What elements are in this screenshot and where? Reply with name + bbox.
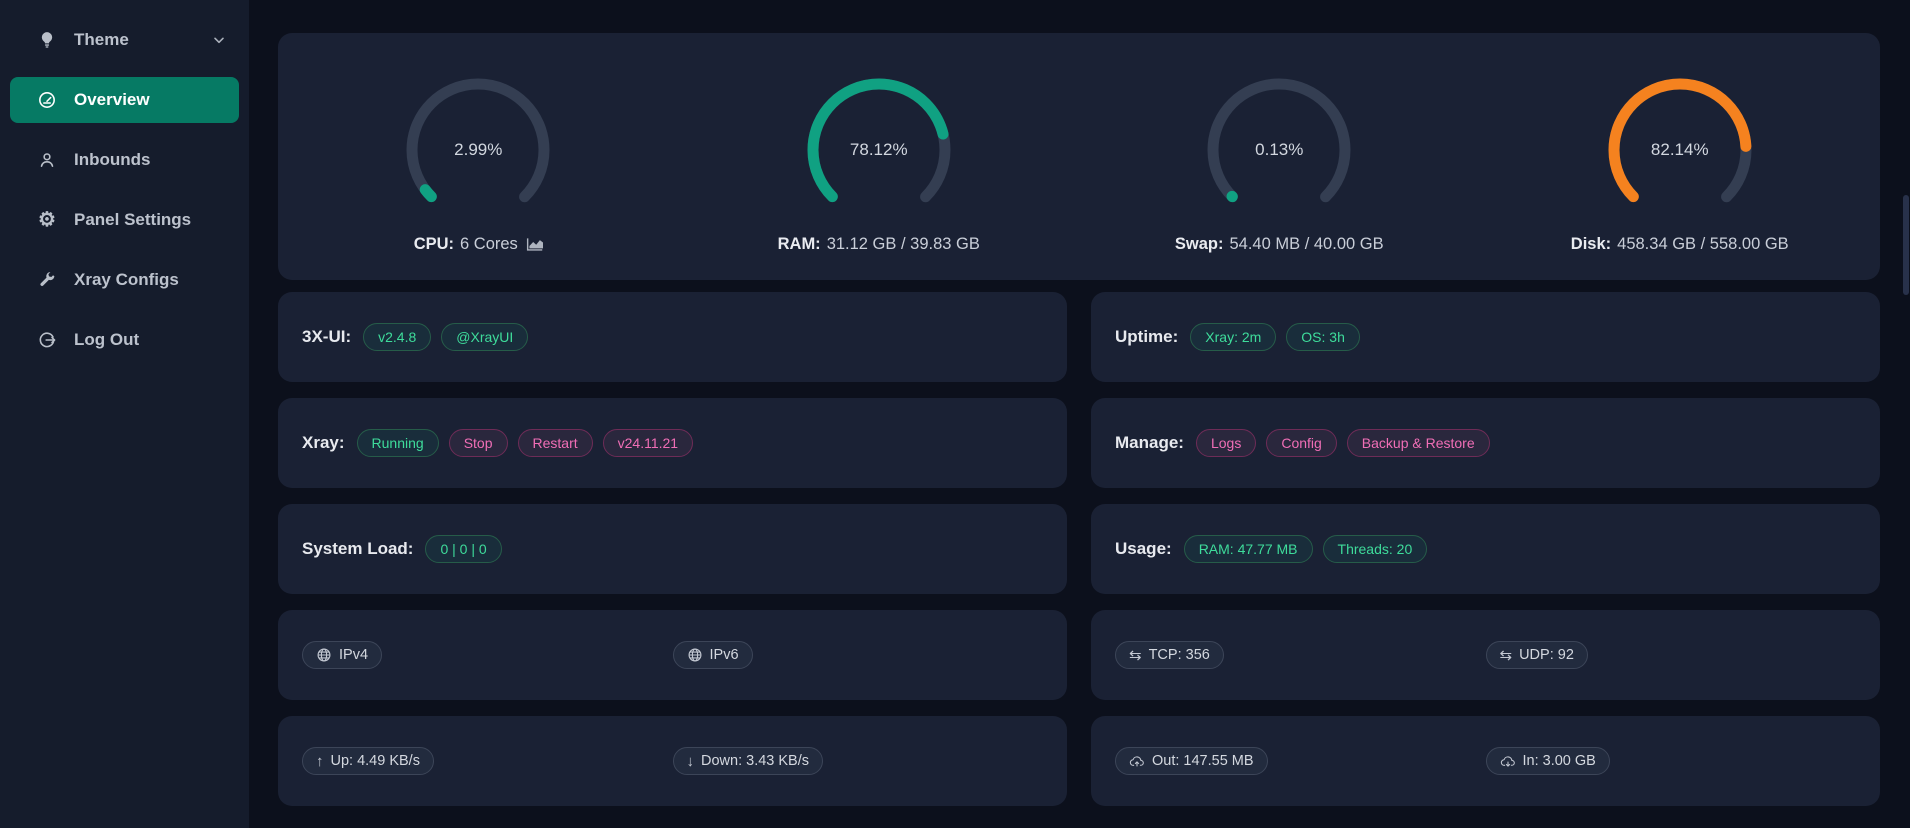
system-load-label: System Load: [302, 539, 414, 558]
system-stats-card: 2.99% CPU: 6 Cores 78.12% [278, 33, 1880, 280]
swap-arrows-icon: ⇆ [1499, 646, 1513, 664]
swap-arrows-icon: ⇆ [1129, 646, 1142, 664]
xray-label: Xray: [302, 433, 345, 452]
sidebar-item-panel-settings[interactable]: ⚙ Panel Settings [0, 190, 249, 250]
tcp-count-tag: ⇆ TCP: 356 [1115, 641, 1224, 669]
cloud-download-icon [1500, 753, 1516, 769]
xray-card: Xray: Running Stop Restart v24.11.21 [278, 398, 1067, 488]
disk-gauge: 82.14% Disk: 458.34 GB / 558.00 GB [1480, 75, 1881, 280]
config-button[interactable]: Config [1266, 429, 1337, 457]
ram-label: RAM: 31.12 GB / 39.83 GB [777, 235, 980, 253]
cloud-upload-icon [1129, 753, 1145, 769]
usage-label: Usage: [1115, 539, 1172, 558]
disk-label: Disk: 458.34 GB / 558.00 GB [1570, 235, 1789, 253]
sidebar-item-label: Overview [74, 90, 150, 109]
sidebar-item-logout[interactable]: Log Out [0, 310, 249, 370]
panel-version-badge[interactable]: v2.4.8 [363, 323, 432, 351]
sidebar-item-xray-configs[interactable]: Xray Configs [0, 250, 249, 310]
swap-percent: 0.13% [1255, 140, 1304, 159]
xrayui-link-badge[interactable]: @XrayUI [441, 323, 529, 351]
cpu-chart-icon[interactable] [526, 237, 543, 252]
cpu-gauge: 2.99% CPU: 6 Cores [278, 75, 679, 280]
ram-percent: 78.12% [849, 140, 908, 159]
manage-label: Manage: [1115, 433, 1184, 452]
backup-restore-button[interactable]: Backup & Restore [1346, 429, 1490, 457]
uptime-card: Uptime: Xray: 2m OS: 3h [1091, 292, 1880, 382]
info-grid: 3X-UI: v2.4.8 @XrayUI Uptime: Xray: 2m O… [278, 292, 1880, 806]
logs-button[interactable]: Logs [1195, 429, 1257, 457]
gear-icon: ⚙ [38, 209, 56, 231]
swap-gauge: 0.13% Swap: 54.40 MB / 40.00 GB [1079, 75, 1480, 280]
ram-gauge: 78.12% RAM: 31.12 GB / 39.83 GB [679, 75, 1080, 280]
disk-percent: 82.14% [1650, 140, 1709, 159]
swap-label: Swap: 54.40 MB / 40.00 GB [1174, 235, 1384, 253]
traffic-in-tag: In: 3.00 GB [1485, 747, 1610, 775]
ipv6-tag[interactable]: IPv6 [672, 641, 753, 669]
upload-speed-tag: ↑ Up: 4.49 KB/s [302, 747, 434, 775]
system-load-card: System Load: 0 | 0 | 0 [278, 504, 1067, 594]
traffic-card: Out: 147.55 MB In: 3.00 GB [1091, 716, 1880, 806]
xray-version-badge[interactable]: v24.11.21 [602, 429, 694, 457]
download-speed-tag: ↓ Down: 3.43 KB/s [672, 747, 823, 775]
logout-icon [36, 329, 58, 351]
system-load-badge: 0 | 0 | 0 [425, 535, 502, 563]
sidebar: Theme Overview Inbounds ⚙ Panel Settings [0, 0, 249, 828]
globe-icon [316, 647, 332, 663]
lightbulb-icon [36, 29, 58, 51]
main-content: 2.99% CPU: 6 Cores 78.12% [249, 0, 1910, 828]
sidebar-item-label: Xray Configs [74, 270, 179, 289]
ram-usage-badge: RAM: 47.77 MB [1183, 535, 1313, 563]
ip-card: IPv4 IPv6 [278, 610, 1067, 700]
threexui-label: 3X-UI: [302, 327, 352, 346]
sidebar-item-theme[interactable]: Theme [0, 10, 249, 70]
xray-stop-button[interactable]: Stop [448, 429, 508, 457]
threads-badge: Threads: 20 [1322, 535, 1428, 563]
sidebar-item-label: Log Out [74, 330, 140, 349]
traffic-out-tag: Out: 147.55 MB [1115, 747, 1268, 775]
sidebar-item-label: Inbounds [74, 150, 151, 169]
ipv4-tag[interactable]: IPv4 [302, 641, 383, 669]
sidebar-theme-label: Theme [74, 30, 129, 49]
globe-icon [687, 647, 703, 663]
uptime-label: Uptime: [1115, 327, 1179, 346]
cpu-label: CPU: 6 Cores [414, 235, 543, 254]
manage-card: Manage: Logs Config Backup & Restore [1091, 398, 1880, 488]
cpu-percent: 2.99% [454, 140, 503, 159]
scrollbar-thumb[interactable] [1903, 195, 1909, 295]
xray-uptime-badge: Xray: 2m [1190, 323, 1277, 351]
arrow-up-icon: ↑ [316, 752, 324, 770]
connections-card: ⇆ TCP: 356 ⇆ UDP: 92 [1091, 610, 1880, 700]
usage-card: Usage: RAM: 47.77 MB Threads: 20 [1091, 504, 1880, 594]
dashboard-icon [36, 89, 58, 111]
xray-status-badge: Running [356, 429, 439, 457]
udp-count-tag: ⇆ UDP: 92 [1485, 641, 1588, 669]
user-icon [36, 149, 58, 171]
speed-card: ↑ Up: 4.49 KB/s ↓ Down: 3.43 KB/s [278, 716, 1067, 806]
sidebar-item-label: Panel Settings [74, 210, 192, 229]
threexui-card: 3X-UI: v2.4.8 @XrayUI [278, 292, 1067, 382]
sidebar-item-overview[interactable]: Overview [0, 70, 249, 130]
chevron-down-icon [211, 32, 227, 48]
os-uptime-badge: OS: 3h [1286, 323, 1360, 351]
arrow-down-icon: ↓ [686, 752, 695, 770]
wrench-icon [36, 269, 58, 291]
sidebar-item-inbounds[interactable]: Inbounds [0, 130, 249, 190]
xray-restart-button[interactable]: Restart [517, 429, 593, 457]
